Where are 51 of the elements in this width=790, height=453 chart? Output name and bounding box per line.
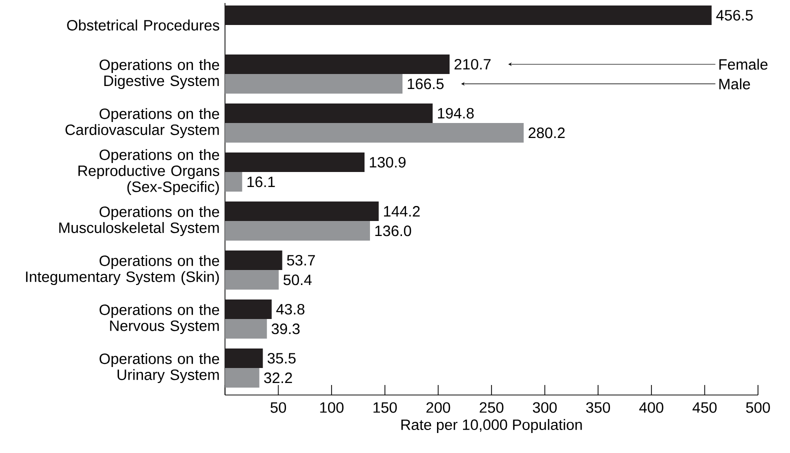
y-tick-label: Operations on the Musculoskeletal System	[59, 206, 220, 236]
x-tick-label: 350	[586, 402, 610, 413]
text: Female	[719, 58, 768, 70]
data-label: 456.5	[716, 10, 753, 21]
bar	[224, 368, 260, 388]
y-tick-label: Operations on the Nervous System	[100, 304, 220, 334]
x-tick-label: 400	[639, 402, 664, 413]
data-label: 194.8	[438, 108, 474, 119]
y-tick-label: Operations on the Integumentary System (Skin)	[26, 255, 220, 286]
data-label: 210.7	[454, 58, 491, 70]
y-tick-label: Operations on the Urinary System	[100, 353, 220, 384]
bar	[224, 270, 279, 290]
x-tick-label: 500	[746, 402, 770, 413]
x-tick-label: 150	[374, 402, 397, 413]
data-label: 39.3	[272, 324, 300, 334]
data-label: 53.7	[287, 254, 315, 266]
data-label: 280.2	[528, 128, 565, 138]
data-label: 16.1	[248, 176, 275, 188]
y-tick-label: Obstetrical Procedures	[67, 20, 220, 31]
bar	[224, 319, 267, 339]
x-tick-label: 300	[532, 402, 557, 413]
data-label: 43.8	[276, 304, 304, 315]
data-label: 50.4	[284, 274, 312, 286]
x-axis-title: Rate per 10,000 Population	[401, 419, 582, 433]
data-label: 32.2	[264, 372, 292, 384]
bar	[224, 5, 712, 26]
data-label: 130.9	[370, 156, 406, 168]
bar	[224, 54, 450, 74]
text: Male	[719, 78, 750, 90]
bar	[224, 152, 365, 172]
x-tick-label: 50	[270, 402, 286, 413]
x-tick-label: 100	[320, 402, 344, 413]
bar	[224, 348, 263, 368]
y-tick-label: Operations on the Cardiovascular System	[66, 108, 220, 138]
bar	[224, 221, 370, 241]
bar	[224, 299, 272, 320]
bar	[224, 123, 524, 143]
x-tick-label: 250	[480, 402, 504, 413]
bar	[224, 74, 402, 94]
data-label: 144.2	[384, 206, 420, 216]
data-label: 166.5	[408, 78, 444, 90]
bar	[224, 201, 379, 222]
bar	[224, 250, 282, 270]
x-tick-label: 200	[426, 402, 450, 413]
data-label: 136.0	[375, 226, 412, 236]
bar	[224, 103, 433, 124]
y-tick-label: Operations on the Reproductive Organs (Sex-Specific)	[78, 149, 220, 196]
y-tick-label: Operations on the Digestive System	[100, 59, 220, 90]
bar	[224, 172, 242, 192]
x-tick-label: 450	[692, 402, 717, 413]
data-label: 35.5	[268, 352, 296, 364]
